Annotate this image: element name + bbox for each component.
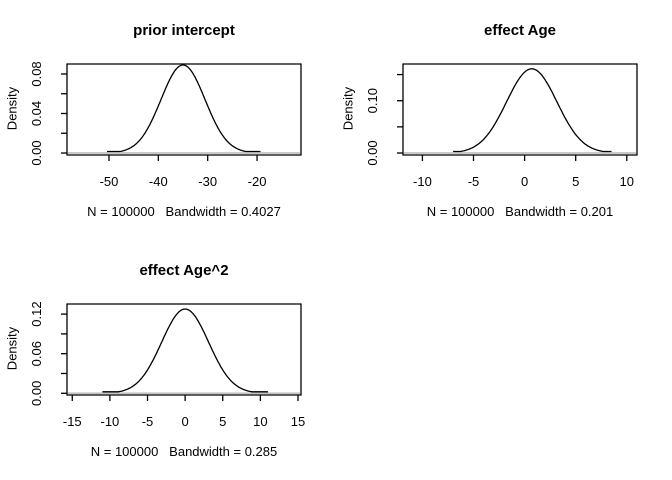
x-tick-label: 0 xyxy=(182,414,189,429)
plot-box xyxy=(402,63,638,156)
y-tick-label: 0.00 xyxy=(29,381,44,406)
plot-box xyxy=(66,63,302,156)
panel-effect-age: -10 -5 0 5 10 0.00 0.10 effect Age Density N =… xyxy=(336,0,672,240)
density-curve xyxy=(453,68,612,153)
x-tick-label: -50 xyxy=(100,174,119,189)
y-axis-label: Density xyxy=(340,86,356,131)
y-tick-label: 0.12 xyxy=(29,301,44,326)
x-tick-label: -10 xyxy=(413,174,432,189)
x-axis-subtitle: N = 100000 Bandwidth = 0.201 xyxy=(426,204,614,219)
y-tick-label: 0.10 xyxy=(365,88,380,113)
x-tick-label: -5 xyxy=(142,414,154,429)
x-tick-label: 5 xyxy=(572,174,579,189)
y-tick-label: 0.06 xyxy=(29,341,44,366)
x-tick-label: 10 xyxy=(620,174,634,189)
plot-title: effect Age^2 xyxy=(139,262,229,279)
x-tick-label: -30 xyxy=(198,174,217,189)
x-tick-label: -20 xyxy=(248,174,267,189)
x-tick-label: 0 xyxy=(521,174,528,189)
x-axis-subtitle: N = 100000 Bandwidth = 0.4027 xyxy=(87,204,281,219)
y-axis-label: Density xyxy=(4,326,20,371)
x-tick-label: -15 xyxy=(63,414,82,429)
plot-title: effect Age xyxy=(484,22,556,39)
y-tick-label: 0.04 xyxy=(29,101,44,126)
x-tick-label: -10 xyxy=(100,414,119,429)
y-tick-label: 0.08 xyxy=(29,61,44,86)
y-axis-label: Density xyxy=(4,86,20,131)
density-curve xyxy=(107,64,261,153)
plot-area-effect-age-squared: -15 -10 -5 0 5 10 15 0.00 0.06 0.12 xyxy=(29,301,305,429)
plot-area-prior-intercept: -50 -40 -30 -20 0.00 0.04 0.08 xyxy=(29,61,302,189)
plot-area-effect-age: -10 -5 0 5 10 0.00 0.10 xyxy=(365,63,638,189)
panel-prior-intercept: -50 -40 -30 -20 0.00 0.04 0.08 prior intercept… xyxy=(0,0,336,240)
x-tick-label: 5 xyxy=(219,414,226,429)
x-tick-label: -40 xyxy=(149,174,168,189)
x-tick-label: 15 xyxy=(291,414,305,429)
x-axis-subtitle: N = 100000 Bandwidth = 0.285 xyxy=(90,444,278,459)
panel-effect-age-squared: -15 -10 -5 0 5 10 15 0.00 0.06 0.12 effect Age^2 … xyxy=(0,240,336,480)
y-tick-label: 0.00 xyxy=(365,140,380,165)
plot-box xyxy=(66,303,302,396)
plot-title: prior intercept xyxy=(133,22,235,39)
y-tick-label: 0.00 xyxy=(29,140,44,165)
density-curve xyxy=(102,308,268,393)
x-tick-label: 10 xyxy=(253,414,267,429)
x-tick-label: -5 xyxy=(468,174,480,189)
